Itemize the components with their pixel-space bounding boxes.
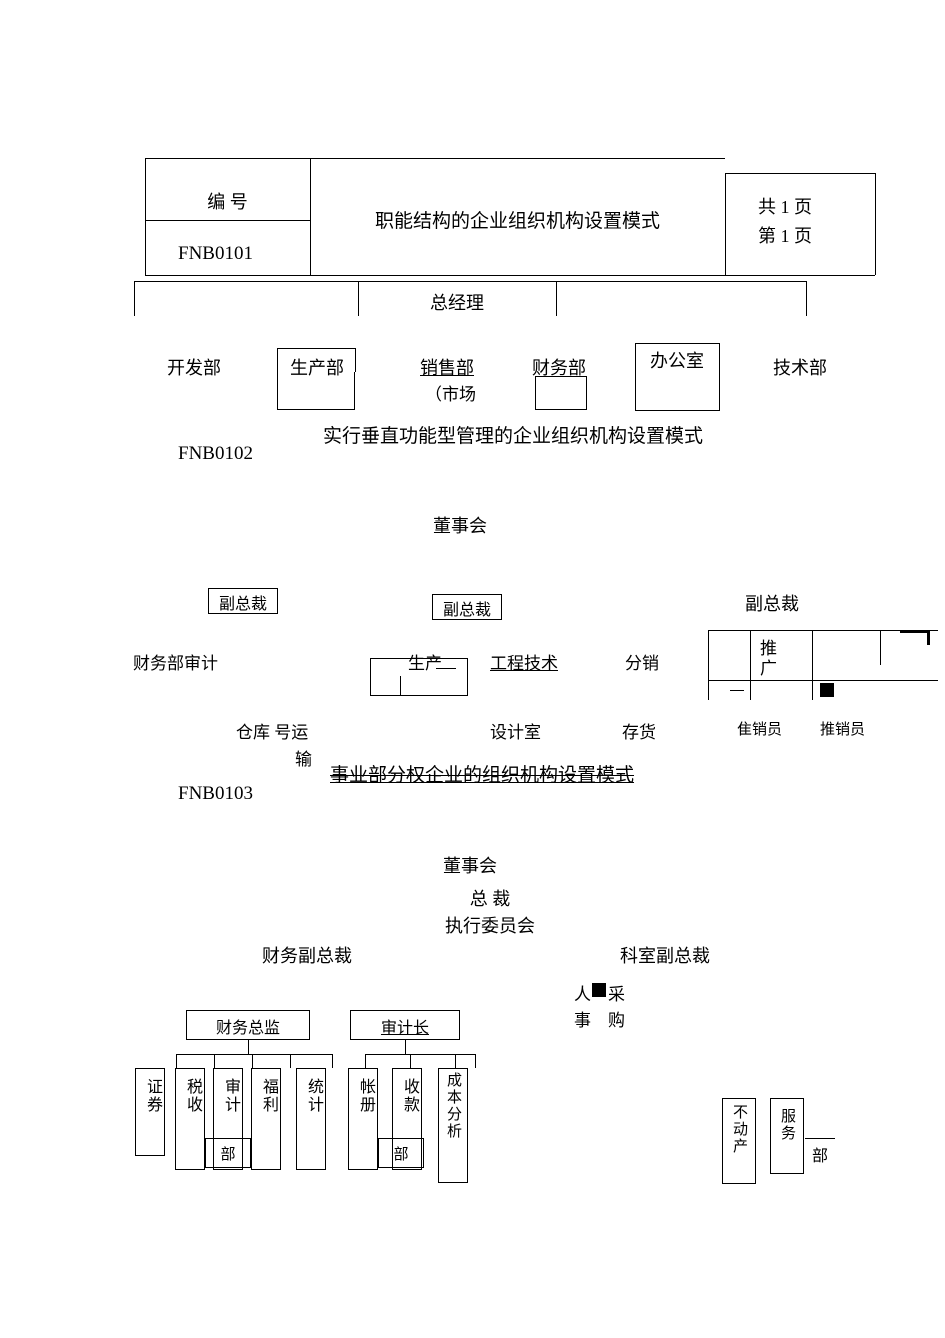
s3-board: 董事会 xyxy=(400,852,540,878)
s3-conn-au xyxy=(405,1040,406,1054)
s3-conn-au-v2 xyxy=(410,1054,411,1068)
s3-c2: 税收 xyxy=(180,1078,204,1114)
header-top-line xyxy=(145,158,725,159)
s3-c3: 审计 xyxy=(218,1078,242,1114)
s3-conn-au-v4 xyxy=(475,1054,476,1068)
s2-right-mid xyxy=(708,680,938,681)
s2-guang: 广 xyxy=(760,654,777,679)
s3-dept2: 部 xyxy=(378,1143,424,1164)
header-bottom-line xyxy=(145,275,875,276)
header-top-line-right xyxy=(725,173,875,174)
s1-top-row-vl1 xyxy=(134,281,135,316)
s2-sales2: 推销员 xyxy=(820,718,865,739)
s3-dept1: 部 xyxy=(205,1143,251,1164)
s3-code: FNB0103 xyxy=(178,783,253,805)
s1-office-box-b xyxy=(635,410,720,411)
s3-buy: 采 xyxy=(608,980,625,1005)
s3-c4: 福利 xyxy=(256,1078,280,1114)
s2-board: 董事会 xyxy=(400,512,520,538)
header-code-label: 编 号 xyxy=(145,188,310,214)
header-vline-1 xyxy=(145,158,146,275)
s1-dev: 开发部 xyxy=(167,354,221,380)
s3-service: 服务 xyxy=(777,1108,798,1142)
s1-prod-box-t xyxy=(277,348,355,349)
s2-vp1: 副总裁 xyxy=(208,590,278,614)
header-page-total: 共 1 页 xyxy=(758,193,812,219)
s3-conn-fd-v4 xyxy=(290,1054,291,1068)
s2-right-v1 xyxy=(708,630,709,700)
s2-code: FNB0102 xyxy=(178,443,253,465)
s1-top-row-top xyxy=(134,281,806,282)
s3-exec: 执行委员会 xyxy=(420,912,560,938)
s2-inventory: 存货 xyxy=(622,718,656,743)
s1-top-row-vl4 xyxy=(806,281,807,316)
s3-c1: 证券 xyxy=(140,1078,164,1114)
s1-prod-box-l xyxy=(277,348,278,372)
header-vline-4 xyxy=(875,173,876,275)
s2-prod-box xyxy=(370,658,468,696)
s2-design: 设计室 xyxy=(490,718,541,743)
s3-conn-fd-h xyxy=(176,1054,332,1055)
s3-c8: 成本分析 xyxy=(443,1072,464,1140)
s3-conn-au-v3 xyxy=(455,1054,456,1068)
s3-buy2: 购 xyxy=(608,1006,625,1031)
s2-transport: 输 xyxy=(295,745,312,770)
header-vline-3 xyxy=(725,173,726,275)
s1-top-row-vl3 xyxy=(556,281,557,316)
s3-conn-fd-v5 xyxy=(332,1054,333,1068)
s1-tech: 技术部 xyxy=(773,354,827,380)
s3-conn-fd-v1 xyxy=(176,1054,177,1068)
s2-right-v4 xyxy=(880,630,881,665)
s3-conn-au-h xyxy=(365,1054,475,1055)
s2-vp3: 副总裁 xyxy=(745,590,799,616)
s2-black-sq xyxy=(820,683,834,697)
s3-conn-fd-v3 xyxy=(252,1054,253,1068)
s1-sales: 销售部 xyxy=(420,354,474,380)
s3-fin-dir: 财务总监 xyxy=(186,1014,310,1038)
header-page-current: 第 1 页 xyxy=(758,222,812,248)
s3-dept3: 部 xyxy=(812,1142,828,1166)
s3-c5: 统计 xyxy=(301,1078,325,1114)
s3-aud: 审计长 xyxy=(350,1014,460,1038)
s3-conn-au-v1 xyxy=(365,1054,366,1068)
s3-c6: 帐册 xyxy=(353,1078,377,1114)
s2-right-corner xyxy=(900,630,930,645)
s1-gm: 总经理 xyxy=(358,289,556,315)
s2-warehouse: 仓库 号运 xyxy=(236,718,308,743)
s3-title: 事业部分权企业的组织机构设置模式 xyxy=(330,760,634,787)
s3-president: 总 裁 xyxy=(430,885,550,911)
s2-prod-box-inner xyxy=(400,676,401,696)
s3-hr: 人 xyxy=(574,980,591,1005)
s2-right-v3 xyxy=(812,630,813,700)
s2-title: 实行垂直功能型管理的企业组织机构设置模式 xyxy=(323,421,703,448)
s2-right-v2 xyxy=(750,630,751,700)
s1-fin-box xyxy=(535,376,587,410)
s1-prod-box-r xyxy=(355,348,356,372)
s3-conn-fd xyxy=(248,1040,249,1054)
s3-black-sq xyxy=(592,983,606,997)
s1-market: （市场 xyxy=(425,380,476,405)
s3-fin-vp: 财务副总裁 xyxy=(262,942,352,968)
s3-dept3-line xyxy=(805,1138,835,1139)
header-code-value: FNB0101 xyxy=(178,243,253,265)
s3-realest: 不动产 xyxy=(729,1104,750,1155)
s3-hr2: 事 xyxy=(574,1006,591,1031)
header-midline xyxy=(145,220,310,221)
s2-eng: 工程技术 xyxy=(490,649,558,674)
s3-office-vp: 科室副总裁 xyxy=(620,942,710,968)
s1-prod-box xyxy=(277,372,355,410)
header-title: 职能结构的企业组织机构设置模式 xyxy=(310,206,725,233)
s2-dash xyxy=(730,690,744,691)
s2-sales1: 隹销员 xyxy=(737,718,782,739)
s3-conn-fd-v2 xyxy=(214,1054,215,1068)
s1-office-box xyxy=(635,343,720,410)
document-page: 编 号 FNB0101 职能结构的企业组织机构设置模式 共 1 页 第 1 页 … xyxy=(0,0,945,1338)
s2-vp2: 副总裁 xyxy=(432,596,502,620)
s3-c7: 收款 xyxy=(397,1078,421,1114)
s2-fin-audit: 财务部审计 xyxy=(133,649,218,674)
s2-dist: 分销 xyxy=(625,649,659,674)
